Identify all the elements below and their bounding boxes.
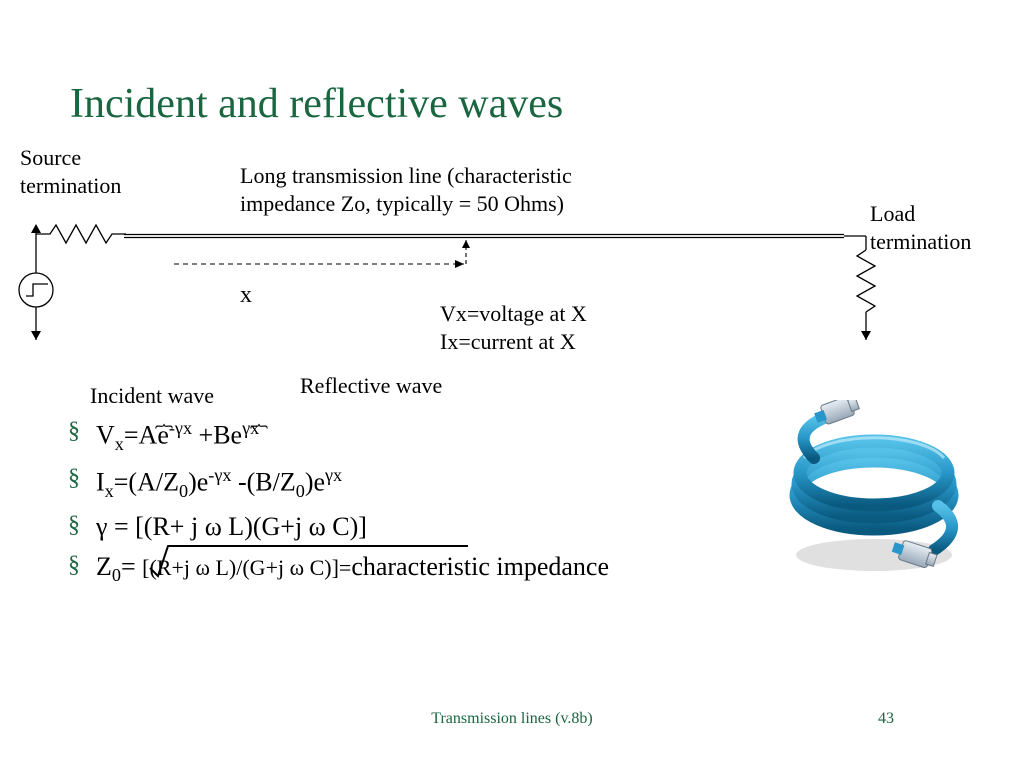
footer-title: Transmission lines (v.8b) xyxy=(0,710,1024,728)
reflective-wave-label: Reflective wave xyxy=(300,372,442,400)
page-title: Incident and reflective waves xyxy=(70,80,563,128)
equation-gamma: γ = [(R+ j ω L)(G+j ω C)] xyxy=(96,512,609,542)
footer-page-number: 43 xyxy=(878,710,894,728)
ethernet-cable-icon xyxy=(774,400,974,580)
equation-vx: Vx=Ae-γx +Beγx xyxy=(96,418,609,455)
circuit-diagram xyxy=(14,200,914,360)
source-termination-label: Source termination xyxy=(20,144,121,199)
incident-wave-label: Incident wave xyxy=(90,382,214,410)
equation-ix: Ix=(A/Z0)e-γx -(B/Z0)eγx xyxy=(96,465,609,502)
sqrt-icon xyxy=(150,544,710,578)
